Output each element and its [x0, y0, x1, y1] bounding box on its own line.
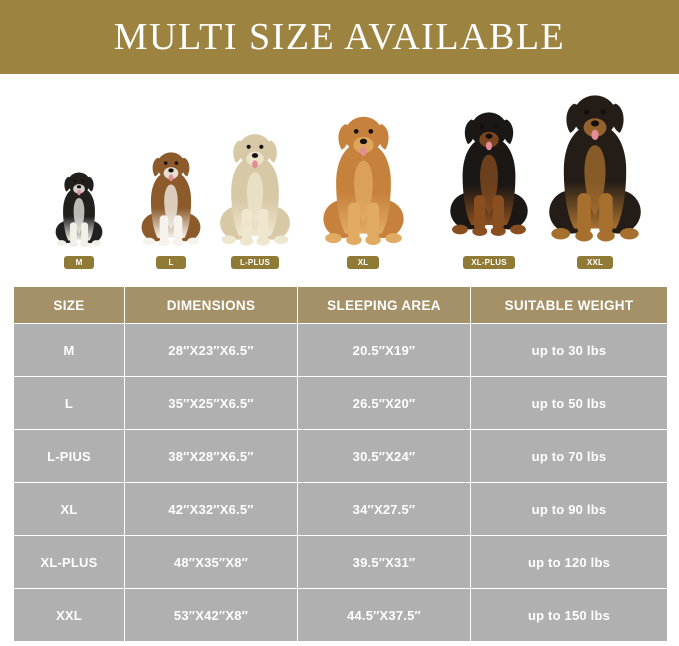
column-header-dimensions: DIMENSIONS — [124, 286, 298, 324]
table-row: L 35″X25″X6.5″ 26.5″X20″ up to 50 lbs — [13, 376, 668, 430]
cell-suitable-weight: up to 50 lbs — [470, 376, 668, 430]
cell-sleeping-area: 20.5″X19″ — [297, 323, 471, 377]
cell-suitable-weight: up to 90 lbs — [470, 482, 668, 536]
cell-sleeping-area: 30.5″X24″ — [297, 429, 471, 483]
doberman-dog-icon — [450, 112, 528, 237]
dog-illustration-xxl — [543, 78, 647, 250]
german-shepherd-dog-icon — [549, 95, 641, 242]
cell-sleeping-area: 26.5″X20″ — [297, 376, 471, 430]
size-badge-l: L — [156, 256, 186, 269]
cell-sleeping-area: 34″X27.5″ — [297, 482, 471, 536]
cell-size: M — [13, 323, 125, 377]
dog-gallery: M L L-PLUS XL XL-PLUS XXL — [0, 74, 679, 280]
cell-sleeping-area: 44.5″X37.5″ — [297, 588, 471, 642]
table-body: M 28″X23″X6.5″ 20.5″X19″ up to 30 lbs L 35″X2… — [13, 323, 668, 642]
size-badge-l-plus: L-PLUS — [231, 256, 279, 269]
column-header-suitable-weight: SUITABLE WEIGHT — [470, 286, 668, 324]
cell-size: L — [13, 376, 125, 430]
size-table: SIZE DIMENSIONS SLEEPING AREA SUITABLE W… — [13, 286, 668, 642]
table-row: XL 42″X32″X6.5″ 34″X27.5″ up to 90 lbs — [13, 482, 668, 536]
column-header-size: SIZE — [13, 286, 125, 324]
dog-illustration-xl — [314, 104, 413, 250]
size-badge-xxl: XXL — [577, 256, 613, 269]
cell-sleeping-area: 39.5″X31″ — [297, 535, 471, 589]
header-banner: MULTI SIZE AVAILABLE — [0, 0, 679, 74]
cell-dimensions: 28″X23″X6.5″ — [124, 323, 298, 377]
cell-size: XL-PLUS — [13, 535, 125, 589]
cell-suitable-weight: up to 150 lbs — [470, 588, 668, 642]
cell-suitable-weight: up to 120 lbs — [470, 535, 668, 589]
dog-illustration-l-plus — [213, 123, 297, 250]
column-header-sleeping-area: SLEEPING AREA — [297, 286, 471, 324]
size-badge-xl-plus: XL-PLUS — [463, 256, 515, 269]
table-header-row: SIZE DIMENSIONS SLEEPING AREA SUITABLE W… — [13, 286, 668, 324]
beagle-dog-icon — [141, 152, 201, 247]
cell-size: L-PIUS — [13, 429, 125, 483]
table-row: M 28″X23″X6.5″ 20.5″X19″ up to 30 lbs — [13, 323, 668, 377]
dog-illustration-m — [48, 165, 110, 250]
table-row: L-PIUS 38″X28″X6.5″ 30.5″X24″ up to 70 lbs — [13, 429, 668, 483]
page-title: MULTI SIZE AVAILABLE — [113, 16, 566, 58]
table-row: XL-PLUS 48″X35″X8″ 39.5″X31″ up to 120 lbs — [13, 535, 668, 589]
cell-dimensions: 35″X25″X6.5″ — [124, 376, 298, 430]
cell-suitable-weight: up to 30 lbs — [470, 323, 668, 377]
cell-dimensions: 53″X42″X8″ — [124, 588, 298, 642]
cell-dimensions: 42″X32″X6.5″ — [124, 482, 298, 536]
cell-size: XL — [13, 482, 125, 536]
cell-dimensions: 38″X28″X6.5″ — [124, 429, 298, 483]
cell-dimensions: 48″X35″X8″ — [124, 535, 298, 589]
terrier-dog-icon — [55, 172, 103, 248]
golden-retriever-dog-icon — [322, 116, 404, 245]
size-badge-m: M — [64, 256, 94, 269]
dog-illustration-l — [134, 143, 208, 250]
size-badge-row: M L L-PLUS XL XL-PLUS XXL — [0, 256, 679, 276]
table-row: XXL 53″X42″X8″ 44.5″X37.5″ up to 150 lbs — [13, 588, 668, 642]
size-badge-xl: XL — [347, 256, 379, 269]
cell-size: XXL — [13, 588, 125, 642]
cream-retriever-dog-icon — [220, 134, 290, 246]
cell-suitable-weight: up to 70 lbs — [470, 429, 668, 483]
dog-illustration-xl-plus — [445, 91, 533, 250]
